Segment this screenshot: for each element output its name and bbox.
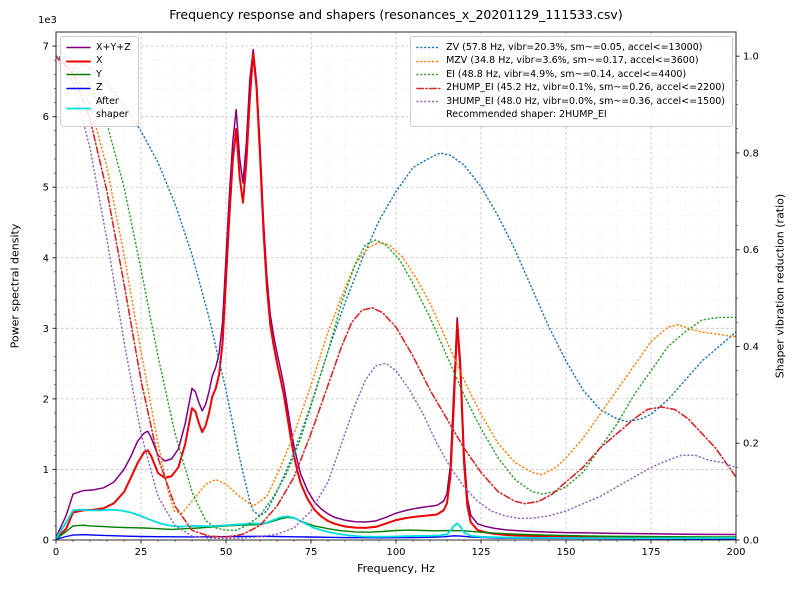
svg-text:2: 2 — [43, 394, 49, 405]
svg-text:0.4: 0.4 — [743, 342, 759, 353]
legend-label-3hump-ei: 3HUMP_EI (48.0 Hz, vibr=0.0%, sm~=0.36, … — [446, 95, 725, 107]
legend-line-3hump-ei — [416, 100, 441, 103]
svg-text:0.2: 0.2 — [743, 439, 759, 450]
x-axis-label: Frequency, Hz — [357, 562, 435, 575]
legend-line-y — [66, 74, 91, 76]
svg-text:5: 5 — [43, 183, 49, 194]
svg-text:0: 0 — [53, 547, 59, 558]
legend-label-recommended-shaper: Recommended shaper: 2HUMP_EI — [446, 109, 607, 121]
legend-label-z: Z — [96, 82, 103, 94]
legend-item-y: Y — [66, 68, 131, 81]
svg-text:150: 150 — [556, 547, 575, 558]
svg-text:0: 0 — [43, 536, 49, 547]
series-2hump-ei — [56, 55, 736, 538]
legend-item-x: X — [66, 54, 131, 67]
svg-text:175: 175 — [641, 547, 660, 558]
svg-text:3: 3 — [43, 324, 49, 335]
legend-line-mzv — [416, 60, 441, 62]
legend-line-xyz — [66, 46, 91, 49]
svg-text:1: 1 — [43, 465, 49, 476]
svg-text:50: 50 — [220, 547, 233, 558]
legend-label-2hump-ei: 2HUMP_EI (45.2 Hz, vibr=0.1%, sm~=0.26, … — [446, 82, 725, 94]
legend-label-after-shaper: After shaper — [96, 95, 129, 121]
legend-line-z — [66, 87, 91, 89]
legend-item-ei: EI (48.8 Hz, vibr=4.9%, sm~=0.14, accel<… — [416, 68, 725, 81]
series-layer — [56, 48, 736, 540]
legend-item-mzv: MZV (34.8 Hz, vibr=3.6%, sm~=0.17, accel… — [416, 54, 725, 67]
svg-text:1.0: 1.0 — [743, 52, 759, 63]
legend-item-z: Z — [66, 81, 131, 94]
svg-text:4: 4 — [43, 253, 49, 264]
legend-item-after-shaper: After shaper — [66, 95, 131, 122]
svg-text:6: 6 — [43, 112, 49, 123]
svg-text:200: 200 — [726, 547, 745, 558]
legend-label-y: Y — [96, 68, 102, 80]
series-mzv — [56, 55, 736, 515]
legend-item-3hump-ei: 3HUMP_EI (48.0 Hz, vibr=0.0%, sm~=0.36, … — [416, 95, 725, 108]
series-x — [56, 52, 736, 540]
series-zv — [56, 55, 736, 517]
legend-item-2hump-ei: 2HUMP_EI (45.2 Hz, vibr=0.1%, sm~=0.26, … — [416, 81, 725, 94]
legend-line-after-shaper — [66, 107, 91, 110]
tick-labels: 0 25 50 75 100 125 150 175 200 0 1 2 3 4 5 6 7 0.0 0.2 0.4 0… — [43, 42, 759, 558]
svg-text:0.0: 0.0 — [743, 536, 759, 547]
series-ei — [56, 55, 736, 532]
legend-label-ei: EI (48.8 Hz, vibr=4.9%, sm~=0.14, accel<… — [446, 68, 687, 80]
svg-text:125: 125 — [471, 547, 490, 558]
legend-line-zv — [416, 46, 441, 49]
y-axis-offset-text: 1e3 — [38, 15, 57, 26]
legend-left: X+Y+Z X Y Z After shaper — [60, 36, 139, 127]
chart-title: Frequency response and shapers (resonanc… — [169, 7, 623, 22]
legend-item-zv: ZV (57.8 Hz, vibr=20.3%, sm~=0.05, accel… — [416, 41, 725, 54]
legend-label-zv: ZV (57.8 Hz, vibr=20.3%, sm~=0.05, accel… — [446, 42, 703, 53]
legend-right: ZV (57.8 Hz, vibr=20.3%, sm~=0.05, accel… — [410, 36, 733, 127]
svg-text:75: 75 — [305, 547, 318, 558]
legend-label-xyz: X+Y+Z — [96, 42, 131, 53]
svg-text:100: 100 — [386, 547, 405, 558]
legend-line-2hump-ei — [416, 87, 441, 89]
legend-blank-sample — [416, 110, 441, 121]
legend-line-ei — [416, 73, 441, 76]
series-xyz — [56, 48, 736, 539]
svg-text:7: 7 — [43, 42, 49, 53]
legend-label-mzv: MZV (34.8 Hz, vibr=3.6%, sm~=0.17, accel… — [446, 55, 699, 67]
series-3hump-ei — [56, 55, 736, 540]
legend-item-recommended-shaper: Recommended shaper: 2HUMP_EI — [416, 108, 725, 121]
ticks — [52, 45, 740, 544]
legend-line-x — [66, 60, 91, 63]
svg-text:25: 25 — [135, 547, 148, 558]
series-after-shaper — [56, 508, 736, 540]
svg-text:0.6: 0.6 — [743, 245, 759, 256]
svg-text:0.8: 0.8 — [743, 148, 759, 159]
legend-item-xyz: X+Y+Z — [66, 41, 131, 54]
legend-label-x: X — [96, 55, 103, 67]
